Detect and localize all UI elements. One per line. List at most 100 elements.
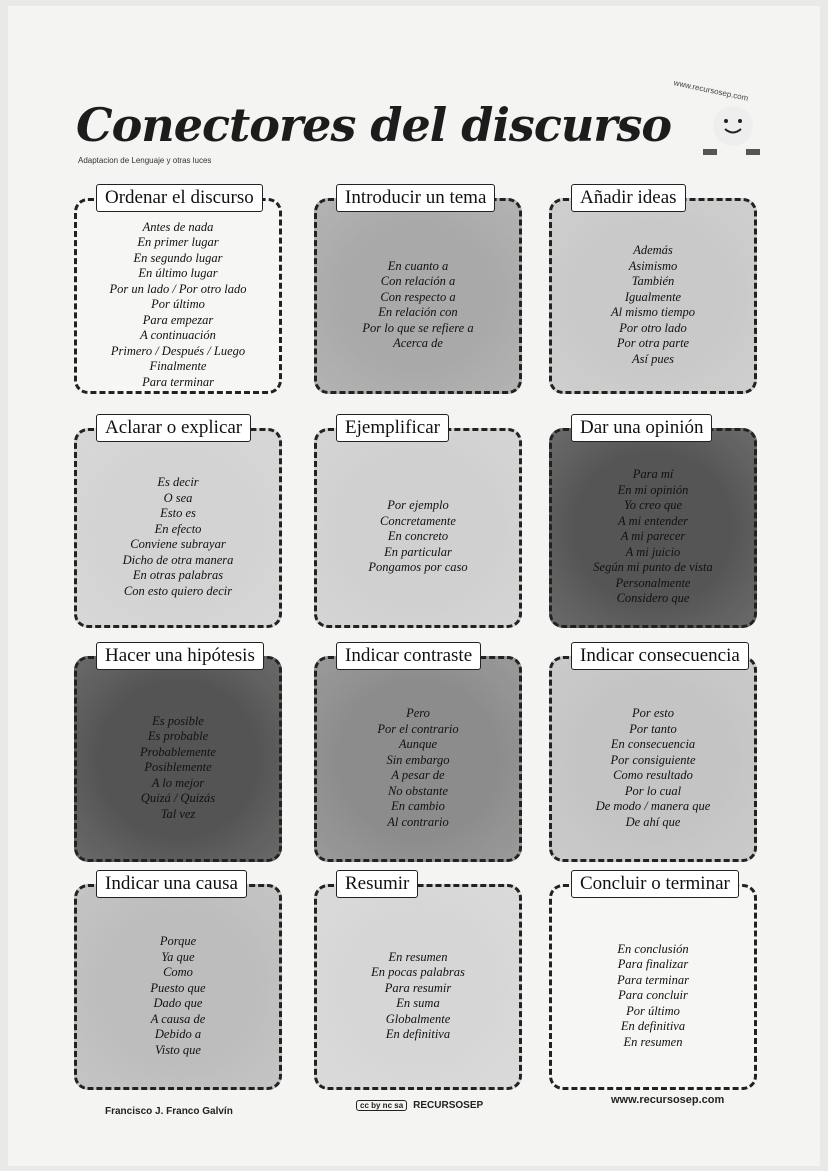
connector-item: En definitiva (385, 1027, 451, 1041)
card-label: Indicar consecuencia (571, 642, 749, 670)
connector-item: Concretamente (380, 513, 456, 528)
connector-item: Yo creo que (623, 498, 683, 513)
connector-item: Pongamos por caso (368, 560, 468, 575)
connector-item: Porque (159, 934, 197, 948)
connector-item: Por lo que se refiere a (362, 320, 474, 335)
connector-item: Por esto (631, 706, 674, 720)
card-box: Porque Ya que Como Puesto que Dado que A caus… (74, 884, 282, 1090)
connector-item: A causa de (150, 1011, 206, 1026)
brand-url-top: www.recursosep.com (672, 78, 750, 103)
connector-item: Por lo cual (624, 783, 682, 798)
card-box: Además Asimismo También Igualmente Al mismo … (549, 198, 757, 394)
connector-item: En mi opinión (617, 482, 689, 497)
card-box: En resumen En pocas palabras Para resumir E… (314, 884, 522, 1090)
connector-item: Para terminar (617, 972, 689, 987)
connector-item: En definitiva (620, 1019, 686, 1034)
connector-item: De ahí que (625, 814, 681, 829)
connector-item: De modo / manera que (595, 799, 711, 813)
connector-item: No obstante (387, 783, 449, 798)
connector-item: A pesar de (391, 768, 445, 782)
card-label: Dar una opinión (571, 414, 713, 442)
card-label: Hacer una hipótesis (96, 642, 264, 670)
connector-item: En primer lugar (137, 235, 219, 250)
connector-item: Por otra parte (616, 336, 690, 350)
connector-item: Con esto quiero decir (123, 583, 233, 598)
connector-item: Dado que (153, 996, 203, 1010)
connector-item: Es posible (152, 713, 204, 728)
connector-item: Con relación a (380, 274, 456, 288)
card-box: Antes de nada En primer lugar En segundo l… (74, 198, 282, 394)
connector-item: También (631, 274, 675, 288)
connector-item: Por un lado / Por otro lado (109, 281, 247, 296)
connector-item: Para terminar (142, 374, 214, 389)
page-subtitle: Adaptacion de Lenguaje y otras luces (78, 156, 212, 165)
connector-item: A mi parecer (620, 529, 686, 544)
card-box: Es decir O sea Esto es En efecto Conviene su… (74, 428, 282, 628)
connector-item: Tal vez (160, 806, 196, 821)
card-box: Por ejemplo Concretamente En concreto En pa… (314, 428, 522, 628)
connector-item: Quizá / Quizás (140, 791, 216, 806)
connector-item: Acerca de (393, 336, 443, 350)
connector-item: En concreto (387, 529, 449, 544)
connector-item: A mi entender (618, 513, 688, 528)
connector-item: Como (163, 965, 193, 979)
connector-item: En particular (384, 544, 452, 559)
connector-item: Por ejemplo (387, 498, 449, 513)
connector-item: Antes de nada (142, 219, 214, 234)
connector-item: Para concluir (618, 988, 688, 1003)
footer-url: www.recursosep.com (611, 1094, 725, 1106)
footer-brand: RECURSOSEP (413, 1100, 484, 1111)
connector-item: Debido a (154, 1027, 202, 1041)
connector-item: Por último (151, 297, 205, 312)
card-label: Resumir (336, 870, 419, 898)
connector-item: En consecuencia (610, 737, 696, 751)
card-label: Introducir un tema (336, 184, 496, 212)
connector-item: Al contrario (387, 814, 449, 829)
connector-item: Para mí (632, 467, 674, 482)
connector-item: En efecto (154, 521, 202, 536)
connector-item: A lo mejor (151, 775, 205, 790)
page-title: Conectores del discurso (76, 98, 672, 152)
connector-item: Por tanto (629, 721, 677, 736)
connector-item: Visto que (155, 1042, 201, 1057)
card-label: Indicar contraste (336, 642, 482, 670)
connector-item: Sin embargo (386, 752, 450, 767)
connector-item: En suma (396, 996, 440, 1010)
connector-item: Por último (626, 1003, 680, 1018)
connector-item: En cuanto a (387, 258, 449, 273)
card-box: Por esto Por tanto En consecuencia Por cons… (549, 656, 757, 862)
document-page: Conectores del discurso Adaptacion de Le… (8, 6, 820, 1166)
card-label: Ordenar el discurso (96, 184, 263, 212)
connector-item: Por el contrario (377, 721, 459, 736)
connector-item: Para resumir (384, 980, 452, 995)
connector-item: Asimismo (628, 258, 678, 273)
connector-item: Además (633, 243, 673, 257)
connector-item: A mi juicio (625, 544, 681, 559)
connector-item: Posiblemente (144, 760, 212, 775)
connector-item: O sea (163, 490, 193, 505)
connector-item: Según mi punto de vista (593, 560, 713, 575)
card-label: Concluir o terminar (571, 870, 739, 898)
connector-item: En conclusión (617, 941, 689, 956)
card-label: Aclarar o explicar (96, 414, 252, 442)
card-box: Pero Por el contrario Aunque Sin embargo A p… (314, 656, 522, 862)
connector-item: Conviene subrayar (130, 537, 226, 551)
connector-item: Esto es (160, 506, 196, 520)
connector-item: En segundo lugar (133, 250, 223, 265)
card-box: Es posible Es probable Probablemente Posibl… (74, 656, 282, 862)
card-box: En conclusión Para finalizar Para terminar… (549, 884, 757, 1090)
connector-item: Ya que (161, 949, 195, 964)
connector-item: En resumen (623, 1034, 683, 1049)
connector-item: En pocas palabras (371, 965, 465, 979)
connector-item: Por otro lado (619, 320, 687, 335)
card-label: Indicar una causa (96, 870, 247, 898)
mascot-logo-icon (703, 106, 760, 155)
connector-item: Con respecto a (380, 289, 456, 304)
connector-item: Como resultado (613, 768, 693, 782)
connector-item: En relación con (378, 305, 458, 319)
connector-item: Probablemente (140, 744, 216, 759)
connector-item: En resumen (388, 949, 448, 964)
connector-item: Pero (406, 706, 430, 720)
connector-item: Personalmente (615, 575, 691, 590)
